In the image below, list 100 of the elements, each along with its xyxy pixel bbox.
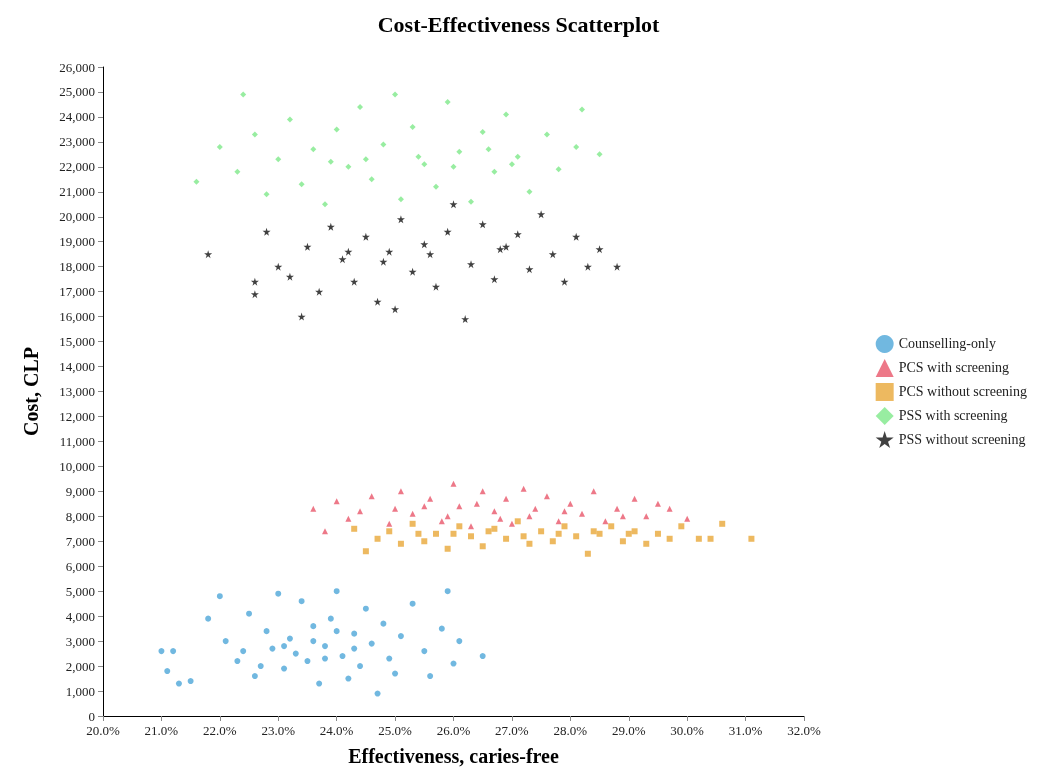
point (548, 250, 557, 259)
point (386, 528, 393, 535)
point (619, 538, 626, 545)
point (205, 615, 212, 622)
point (479, 653, 486, 660)
point (357, 508, 364, 515)
point (421, 538, 428, 545)
point (310, 505, 317, 512)
point (560, 277, 569, 286)
point (573, 143, 580, 150)
point (456, 638, 463, 645)
point (666, 505, 673, 512)
point (555, 166, 562, 173)
point (351, 645, 358, 652)
point (386, 655, 393, 662)
point (431, 282, 440, 291)
point (468, 523, 475, 530)
point (350, 277, 359, 286)
point (719, 520, 726, 527)
point (631, 495, 638, 502)
point (380, 141, 387, 148)
point (549, 538, 556, 545)
point (333, 628, 340, 635)
point (444, 98, 451, 105)
point (339, 653, 346, 660)
point (357, 663, 364, 670)
point (409, 600, 416, 607)
point (461, 315, 470, 324)
point (485, 528, 492, 535)
point (362, 548, 369, 555)
point (654, 500, 661, 507)
point (479, 128, 486, 135)
y-tick-label: 11,000 (59, 433, 95, 449)
point (479, 543, 486, 550)
point (443, 227, 452, 236)
point (596, 530, 603, 537)
point (478, 220, 487, 229)
point (614, 505, 621, 512)
point (497, 515, 504, 522)
legend-label: PSS without screening (898, 432, 1026, 447)
x-tick-label: 31.0% (728, 723, 763, 738)
point (538, 528, 545, 535)
y-tick-label: 26,000 (59, 59, 95, 75)
point (338, 255, 347, 264)
point (468, 198, 475, 205)
point (251, 131, 258, 138)
point (561, 523, 568, 530)
point (631, 528, 638, 535)
point (262, 227, 271, 236)
legend-label: PSS with screening (898, 408, 1008, 424)
point (298, 598, 305, 605)
point (158, 648, 165, 655)
y-tick-label: 25,000 (59, 84, 95, 100)
y-tick-label: 6,000 (65, 558, 95, 574)
y-tick-label: 17,000 (59, 284, 95, 300)
point (579, 510, 586, 517)
y-tick-label: 7,000 (65, 533, 95, 549)
point (321, 201, 328, 208)
x-tick-label: 22.0% (203, 723, 237, 738)
point (374, 535, 381, 542)
point (514, 518, 521, 525)
point (572, 232, 581, 241)
point (513, 230, 522, 239)
point (619, 513, 626, 520)
point (315, 287, 324, 296)
point (392, 670, 399, 677)
x-tick-label: 25.0% (378, 723, 413, 738)
point (193, 178, 200, 185)
point (678, 523, 685, 530)
point (526, 513, 533, 520)
point (583, 262, 592, 271)
point (590, 528, 597, 535)
point (467, 260, 476, 269)
x-tick-label: 24.0% (319, 723, 354, 738)
y-tick-label: 16,000 (59, 309, 95, 325)
point (327, 615, 334, 622)
y-tick-label: 20,000 (59, 209, 95, 225)
y-tick-label: 23,000 (59, 134, 95, 150)
point (344, 247, 353, 256)
point (432, 183, 439, 190)
y-tick-label: 12,000 (59, 408, 95, 424)
point (351, 525, 358, 532)
point (608, 523, 615, 530)
point (362, 156, 369, 163)
point (409, 520, 416, 527)
point (251, 673, 258, 680)
point (426, 250, 435, 259)
point (298, 181, 305, 188)
y-tick-label: 8,000 (65, 508, 95, 524)
point (490, 275, 499, 284)
point (555, 530, 562, 537)
point (508, 161, 515, 168)
legend-label: Counselling-only (898, 336, 996, 352)
y-tick-label: 3,000 (65, 633, 95, 649)
point (170, 648, 177, 655)
legend-label: PCS with screening (898, 360, 1010, 376)
y-tick-label: 10,000 (59, 458, 95, 474)
point (420, 240, 429, 249)
x-tick-label: 21.0% (144, 723, 179, 738)
point (415, 530, 422, 537)
